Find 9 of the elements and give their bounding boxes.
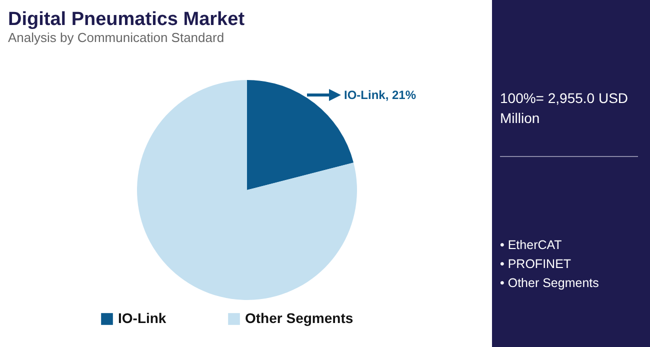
data-label: IO-Link, 21% xyxy=(344,88,416,102)
text: • EtherCAT xyxy=(500,237,563,254)
legend-label: IO-Link xyxy=(118,310,166,326)
chart-subtitle: Analysis by Communication Standard xyxy=(8,30,224,45)
text: 100%= 2,955.0 USD Million xyxy=(500,89,630,128)
legend-label: Other Segments xyxy=(245,310,354,326)
text: • PROFINET xyxy=(500,256,572,273)
chart-title: Digital Pneumatics Market xyxy=(8,9,246,30)
text: • Other Segments xyxy=(500,275,599,292)
